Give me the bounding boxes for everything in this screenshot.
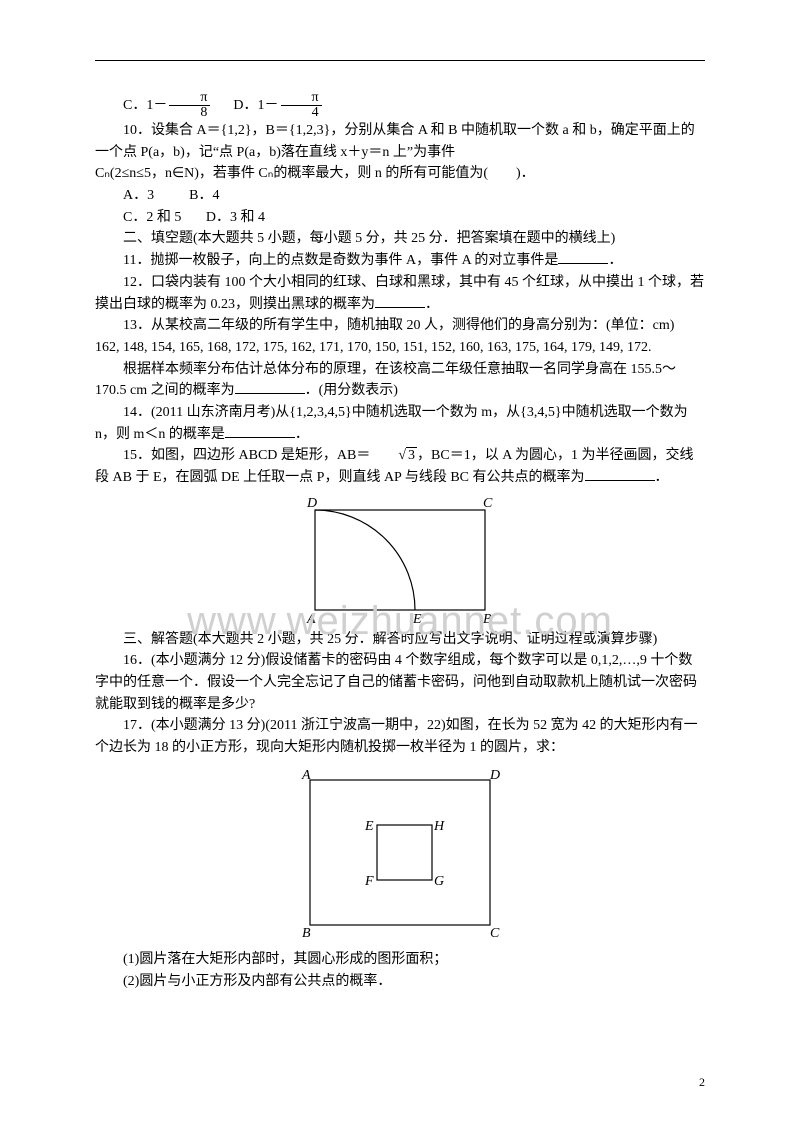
q17-line1: 17．(本小题满分 13 分)(2011 浙江宁波高一期中，22)如图，在长为 … (95, 715, 705, 758)
q11: 11．抛掷一枚骰子，向上的点数是奇数为事件 A，事件 A 的对立事件是． (95, 250, 705, 272)
q12: 12．口袋内装有 100 个大小相同的红球、白球和黑球，其中有 45 个红球，从… (95, 272, 705, 315)
q10-row2: C．2 和 5 D．3 和 4 (95, 207, 705, 229)
q10-text: 10．设集合 A＝{1,2}，B＝{1,2,3}，分别从集合 A 和 B 中随机… (95, 120, 705, 163)
fig1-A: A (306, 612, 316, 625)
sqrt-icon: √3 (370, 445, 417, 467)
fig2-F: F (364, 874, 374, 889)
section3-title: 三、解答题(本大题共 2 小题，共 25 分．解答时应写出文字说明、证明过程或演… (95, 629, 705, 651)
q9-opt-c: C．1－π8 (123, 98, 216, 113)
q17-sub2: (2)圆片与小正方形及内部有公共点的概率． (95, 971, 705, 993)
figure-rectangle-abcd: A E B D C (95, 495, 705, 625)
fig1-D: D (306, 496, 317, 511)
fig1-B: B (483, 612, 492, 625)
fig2-B: B (302, 926, 311, 941)
fig1-E: E (412, 612, 422, 625)
fig2-E: E (364, 819, 374, 834)
q13-line1: 13．从某校高二年级的所有学生中，随机抽取 20 人，测得他们的身高分别为：(单… (95, 315, 705, 337)
fig2-D: D (489, 768, 500, 783)
fig2-C: C (490, 926, 500, 941)
q14: 14．(2011 山东济南月考)从{1,2,3,4,5}中随机选取一个数为 m，… (95, 402, 705, 445)
blank-q11 (558, 252, 608, 265)
q10-line2: Cₙ(2≤n≤5，n∈N)，若事件 Cₙ的概率最大，则 n 的所有可能值为( )… (95, 163, 705, 185)
fig1-C: C (483, 496, 493, 511)
q10-row1: A．3 B．4 (95, 185, 705, 207)
q10-opt-b: B．4 (189, 188, 219, 203)
page-number: 2 (699, 1073, 705, 1092)
q13-data: 162, 148, 154, 165, 168, 172, 175, 162, … (95, 337, 705, 359)
fig2-H: H (433, 819, 445, 834)
section2-title: 二、填空题(本大题共 5 小题，每小题 5 分，共 25 分．把答案填在题中的横… (95, 228, 705, 250)
q17-sub1: (1)圆片落在大矩形内部时，其圆心形成的图形面积； (95, 949, 705, 971)
blank-q14 (225, 425, 295, 438)
fig2-G: G (434, 874, 444, 889)
blank-q12 (375, 295, 425, 308)
page-container: C．1－π8 D．1－π4 10．设集合 A＝{1,2}，B＝{1,2,3}，分… (0, 0, 800, 1032)
q9-options: C．1－π8 D．1－π4 (95, 91, 705, 120)
blank-q13 (235, 382, 305, 395)
top-rule (95, 60, 705, 61)
q16: 16．(本小题满分 12 分)假设储蓄卡的密码由 4 个数字组成，每个数字可以是… (95, 650, 705, 715)
q15: 15．如图，四边形 ABCD 是矩形，AB＝√3，BC＝1，以 A 为圆心，1 … (95, 445, 705, 488)
q10-opt-a: A．3 (123, 188, 154, 203)
q13-line2: 根据样本频率分布估计总体分布的原理，在该校高二年级任意抽取一名同学身高在 155… (95, 359, 705, 402)
q10-opt-c: C．2 和 5 (123, 210, 181, 225)
q9-opt-d: D．1－π4 (233, 98, 323, 113)
figure-nested-rect: A D B C E H F G (95, 765, 705, 945)
blank-q15 (585, 468, 655, 481)
fig2-A: A (301, 768, 311, 783)
q10-opt-d: D．3 和 4 (206, 210, 265, 225)
